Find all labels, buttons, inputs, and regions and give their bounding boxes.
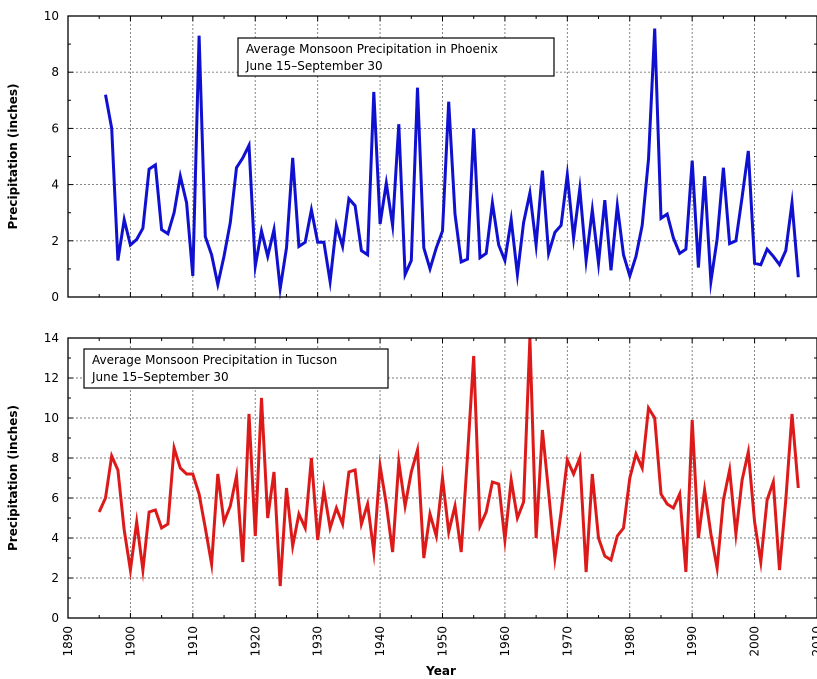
- tucson-xtick-label: 1900: [123, 626, 137, 657]
- tucson-ytick-label: 10: [44, 411, 59, 425]
- tucson-ytick-label: 0: [51, 611, 59, 625]
- phoenix-series-line: [104, 28, 800, 301]
- tucson-ytick-label: 8: [51, 451, 59, 465]
- tucson-xtick-label: 1980: [623, 626, 637, 657]
- tucson-chart-title: Average Monsoon Precipitation in Tucson: [92, 353, 337, 367]
- tucson-xtick-label: 1970: [560, 626, 574, 657]
- tucson-title-box: [83, 348, 389, 389]
- tucson-xtick-label: 1960: [498, 626, 512, 657]
- tucson-xtick-label: 1940: [373, 626, 387, 657]
- phoenix-chart-title: Average Monsoon Precipitation in Phoenix: [246, 42, 498, 56]
- phoenix-grid: [68, 16, 817, 297]
- tucson-xtick-label: 2000: [748, 626, 762, 657]
- tucson-ytick-label: 12: [44, 371, 59, 385]
- phoenix-ticks: [67, 15, 817, 298]
- phoenix-title-box: [237, 37, 555, 77]
- tucson-xtick-label: 1920: [248, 626, 262, 657]
- tucson-chart-panel: 0 2 4 6 8 10 12 14 1890 1900 1910 1920 1930 1940 1950 1…: [6, 331, 817, 657]
- tucson-xtick-label: 2010: [810, 626, 817, 657]
- tucson-series-line: [97, 337, 800, 587]
- tucson-xtick-label: 1910: [186, 626, 200, 657]
- tucson-ytick-label: 6: [51, 491, 59, 505]
- phoenix-ytick-label: 0: [51, 290, 59, 304]
- tucson-y-axis-label: Precipitation (inches): [6, 405, 20, 551]
- tucson-ytick-label: 14: [44, 331, 59, 345]
- tucson-ytick-label: 2: [51, 571, 59, 585]
- x-axis-label: Year: [425, 664, 456, 678]
- tucson-xtick-label: 1930: [311, 626, 325, 657]
- tucson-xtick-label: 1950: [436, 626, 450, 657]
- tucson-ticks: [67, 337, 817, 619]
- phoenix-ytick-label: 2: [51, 234, 59, 248]
- phoenix-chart-subtitle: June 15–September 30: [245, 59, 383, 73]
- tucson-xtick-label: 1890: [61, 626, 75, 657]
- phoenix-ytick-label: 4: [51, 178, 59, 192]
- phoenix-ytick-label: 8: [51, 65, 59, 79]
- tucson-chart-subtitle: June 15–September 30: [91, 370, 229, 384]
- tucson-xtick-label: 1990: [685, 626, 699, 657]
- phoenix-ytick-label: 6: [51, 121, 59, 135]
- tucson-ytick-label: 4: [51, 531, 59, 545]
- phoenix-y-axis-label: Precipitation (inches): [6, 84, 20, 230]
- phoenix-ytick-label: 10: [44, 9, 59, 23]
- phoenix-chart-panel: 0 2 4 6 8 10 Precipitation (inches) Average Mon…: [6, 9, 817, 304]
